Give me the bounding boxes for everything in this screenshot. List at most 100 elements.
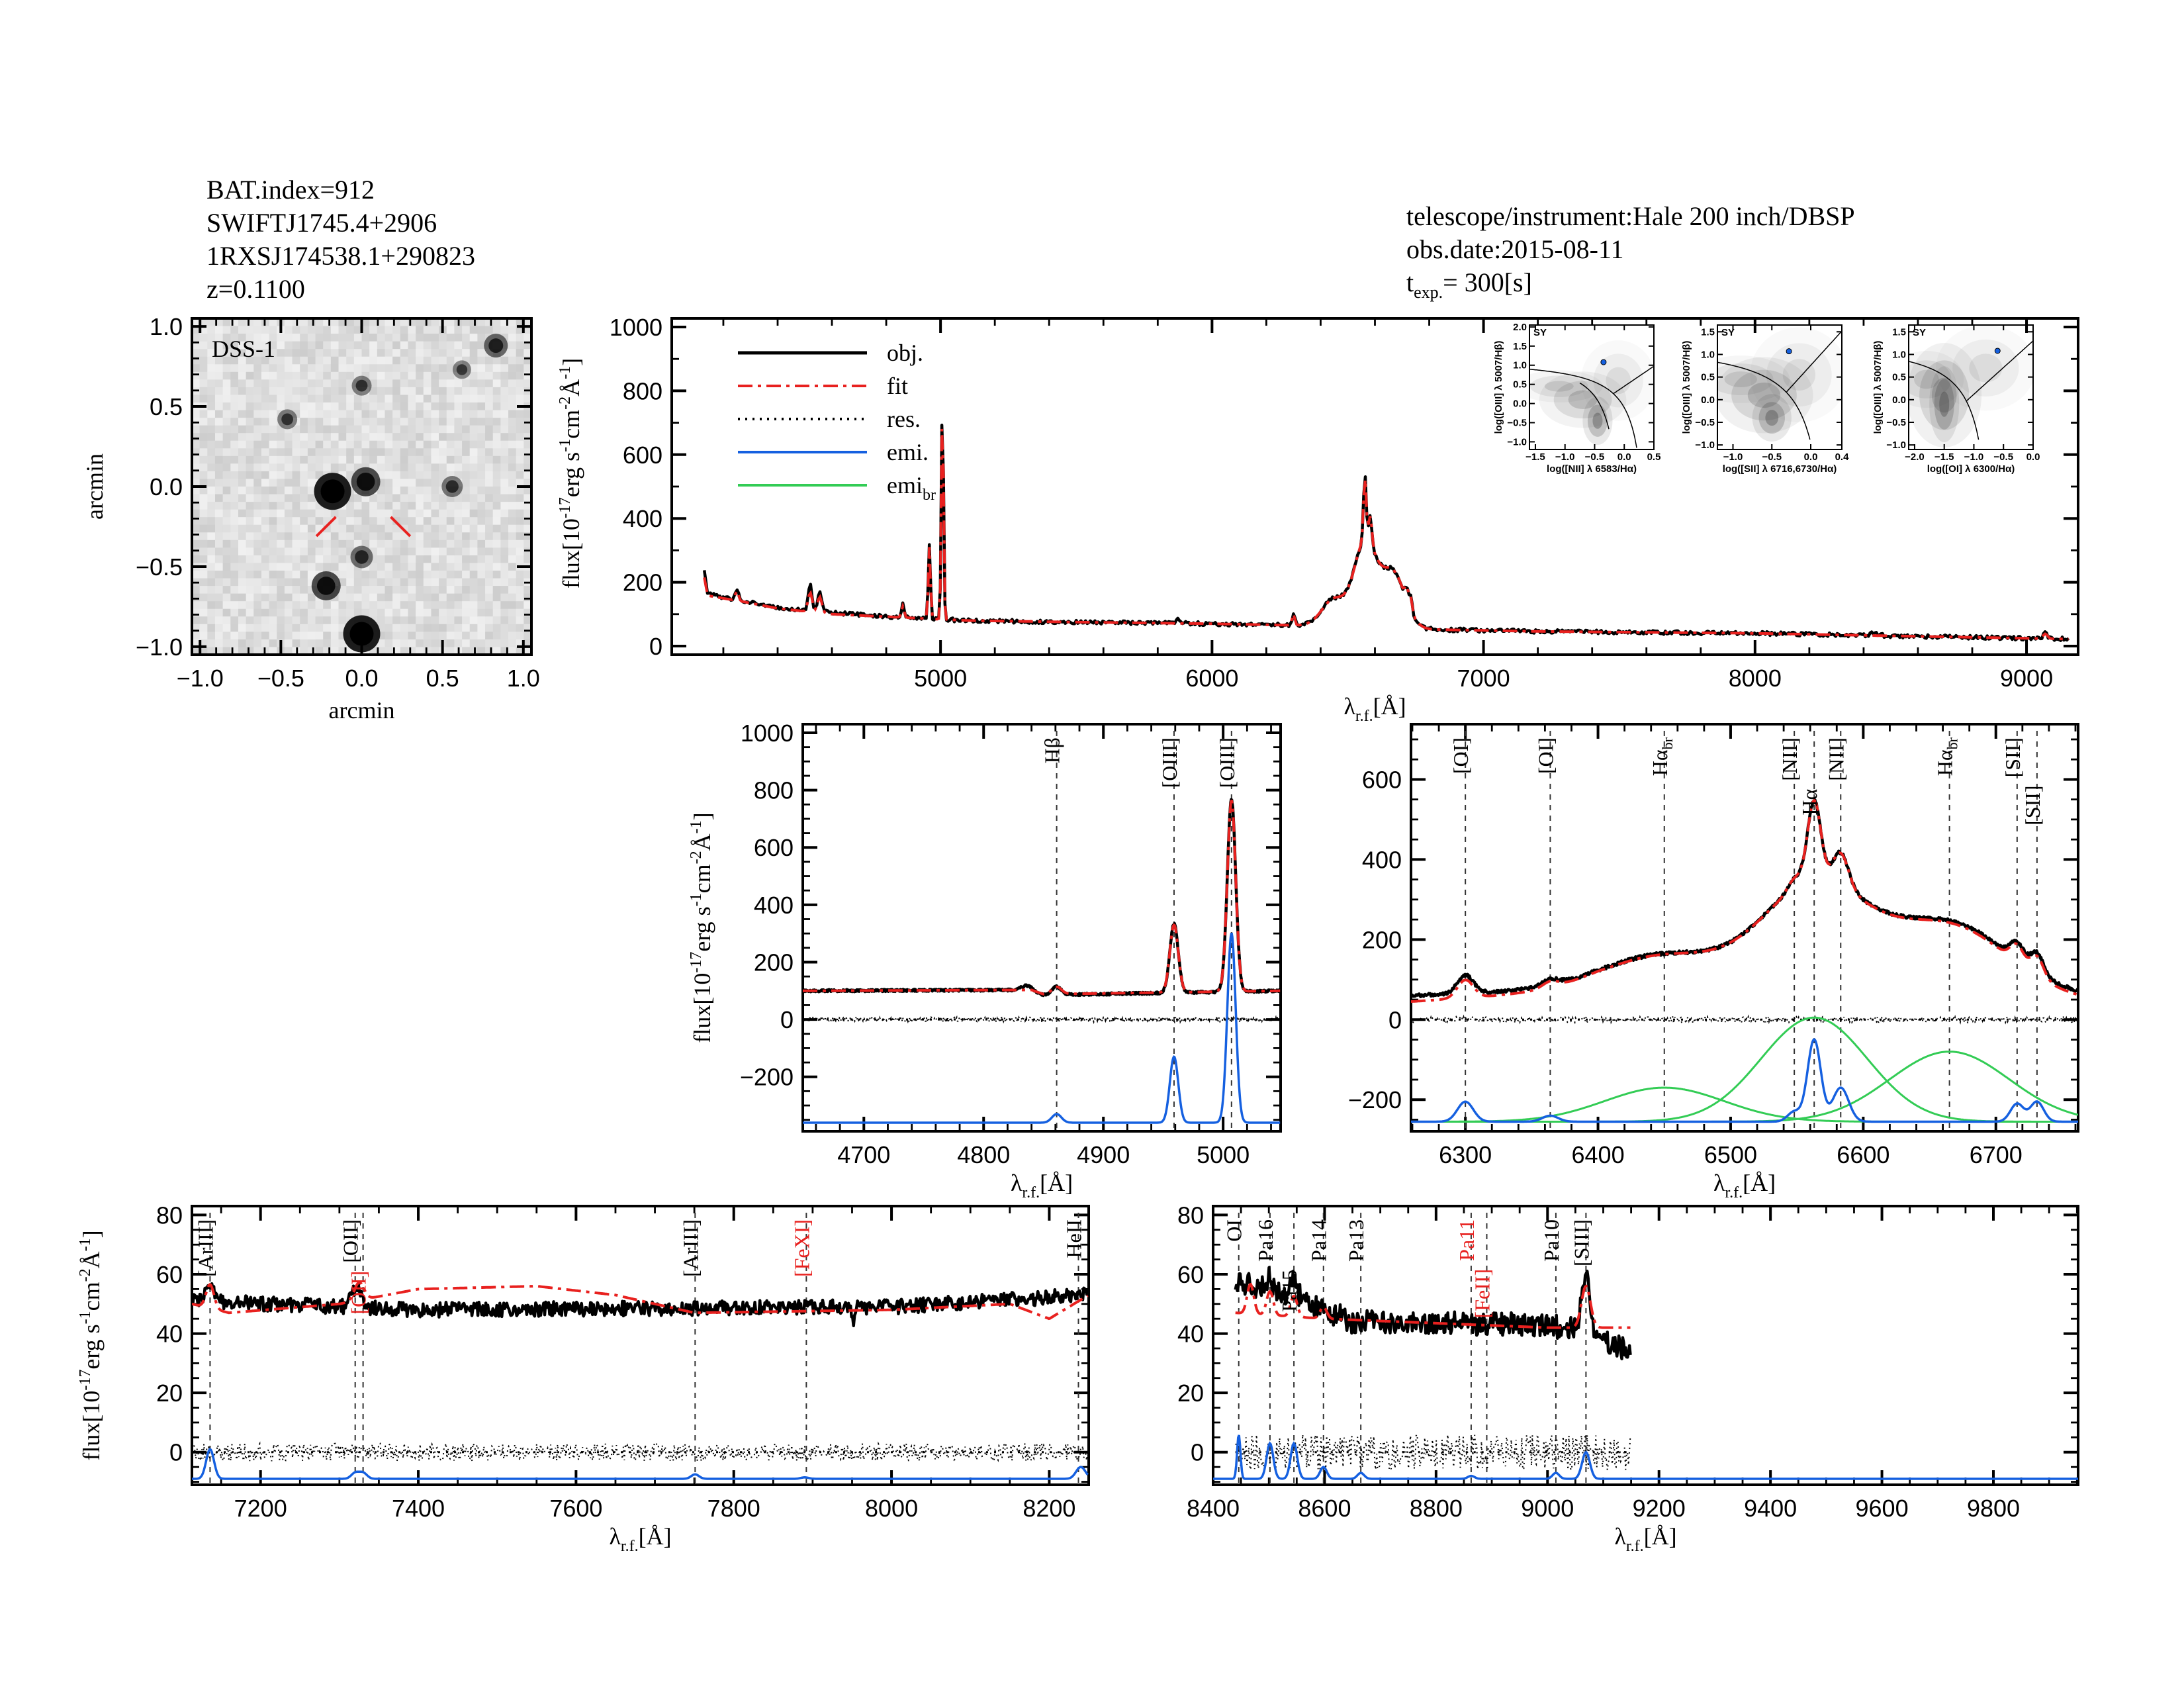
image-pixel	[385, 647, 393, 655]
image-pixel	[523, 616, 532, 625]
image-pixel	[423, 517, 432, 526]
image-pixel	[492, 539, 501, 548]
image-pixel	[246, 371, 254, 380]
image-pixel	[192, 326, 201, 334]
image-pixel	[423, 624, 432, 632]
image-pixel	[238, 326, 247, 334]
image-pixel	[400, 563, 409, 571]
y-tick-label: 1.0	[1701, 349, 1715, 360]
image-pixel	[392, 616, 401, 625]
plot-frame	[670, 317, 2079, 656]
x-tick-label: 7400	[392, 1495, 445, 1522]
image-pixel	[500, 479, 509, 487]
image-pixel	[446, 532, 455, 541]
image-pixel	[323, 379, 332, 388]
image-pixel	[416, 410, 424, 418]
density-contour	[1914, 369, 1939, 389]
image-pixel	[214, 379, 224, 388]
image-pixel	[284, 547, 293, 556]
image-pixel	[492, 371, 501, 380]
image-pixel	[330, 624, 340, 632]
image-pixel	[408, 547, 416, 556]
image-pixel	[508, 471, 517, 480]
y-tick-label: −200	[740, 1064, 794, 1091]
image-pixel	[246, 601, 254, 610]
line-marker-label: [FeII]	[1470, 1269, 1494, 1319]
image-pixel	[477, 433, 486, 442]
image-pixel	[300, 418, 308, 426]
image-pixel	[253, 433, 262, 442]
image-pixel	[431, 593, 439, 602]
image-pixel	[207, 425, 216, 434]
y-tick-label: −1.0	[136, 633, 183, 661]
image-pixel	[477, 334, 486, 342]
image-pixel	[408, 387, 416, 396]
image-pixel	[284, 494, 293, 502]
density-contour	[1934, 379, 1954, 430]
image-pixel	[423, 639, 432, 648]
image-pixel	[462, 349, 471, 357]
image-pixel	[307, 326, 316, 334]
image-pixel	[330, 532, 340, 541]
panel-bottom-right: 8400 8600 8800 9000 9200 9400 9600 980002040608…	[1177, 1201, 2079, 1555]
image-pixel	[284, 487, 293, 495]
lambda-subscript: r.f.	[621, 1538, 639, 1555]
image-pixel	[377, 616, 386, 625]
image-pixel	[369, 563, 378, 571]
image-pixel	[369, 318, 378, 327]
image-pixel	[353, 509, 363, 518]
image-pixel	[431, 379, 439, 388]
image-pixel	[454, 632, 463, 640]
image-pixel	[369, 448, 378, 457]
image-pixel	[199, 608, 208, 617]
image-pixel	[292, 341, 300, 350]
image-pixel	[454, 387, 463, 396]
image-pixel	[423, 487, 432, 495]
image-pixel	[353, 410, 363, 418]
image-pixel	[361, 425, 370, 434]
image-pixel	[446, 387, 455, 396]
image-pixel	[392, 455, 401, 464]
flux-label-part: ]	[558, 358, 584, 366]
image-pixel	[423, 448, 432, 457]
image-pixel	[385, 433, 393, 442]
image-pixel	[392, 487, 401, 495]
image-pixel	[377, 463, 386, 472]
image-pixel	[423, 334, 432, 342]
image-pixel	[207, 502, 216, 510]
image-pixel	[222, 578, 231, 586]
image-pixel	[408, 539, 416, 548]
image-pixel	[431, 487, 439, 495]
image-pixel	[500, 387, 509, 396]
image-pixel	[307, 349, 316, 357]
marker-name: [OIII]	[1215, 737, 1239, 788]
image-pixel	[323, 532, 332, 541]
image-pixel	[369, 440, 378, 449]
image-pixel	[454, 639, 463, 648]
image-pixel	[400, 547, 409, 556]
image-pixel	[192, 379, 201, 388]
image-pixel	[416, 502, 424, 510]
image-pixel	[284, 448, 293, 457]
image-pixel	[246, 425, 254, 434]
image-pixel	[477, 624, 486, 632]
image-pixel	[431, 547, 439, 556]
image-pixel	[261, 433, 270, 442]
image-pixel	[300, 608, 308, 617]
image-pixel	[277, 547, 285, 556]
image-pixel	[516, 632, 524, 640]
class-label: SY	[1721, 327, 1735, 338]
rxs-name: 1RXSJ174538.1+290823	[206, 241, 475, 271]
image-pixel	[408, 487, 416, 495]
image-pixel	[261, 571, 270, 579]
plot-frame	[1410, 723, 2079, 1133]
image-pixel	[323, 563, 332, 571]
image-pixel	[292, 410, 300, 418]
image-pixel	[192, 502, 201, 510]
flux-label-part: Å	[689, 833, 715, 851]
image-pixel	[392, 524, 401, 533]
image-pixel	[307, 471, 316, 480]
image-pixel	[307, 395, 316, 403]
image-pixel	[315, 402, 324, 411]
line-marker-label: [OII]	[339, 1219, 363, 1263]
